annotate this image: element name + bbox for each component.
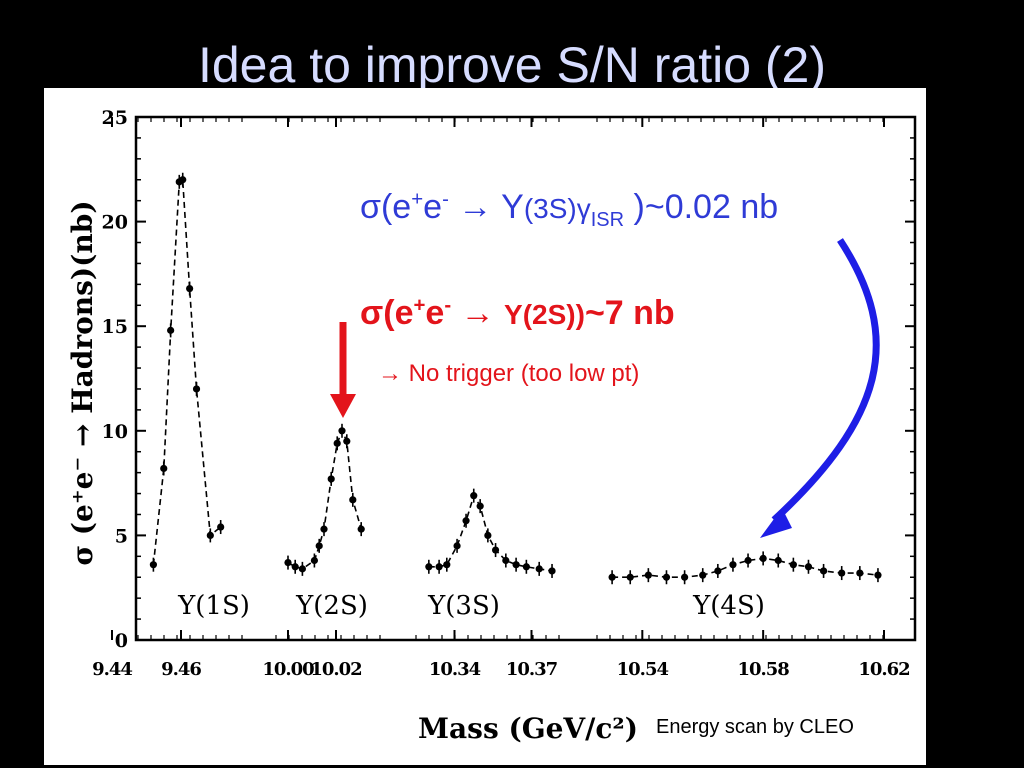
peak-label: Υ(2S) [295,591,368,621]
data-point [298,565,306,573]
y-tick-label: 20 [102,212,128,234]
peak-labels: Υ(1S) Υ(2S) Υ(3S) Υ(4S) [177,591,765,621]
x-tick-label: 10.00 [262,659,314,680]
data-point [284,558,292,567]
isr-cross-section-note: σ(e+e- → Y(3S)γISR )~0.02 nb [360,188,779,231]
x-axis-label: Mass (GeV/c²) [418,712,638,745]
red-arrow-head [330,394,356,418]
data-point [343,437,351,445]
data-point [512,561,520,569]
peak-label: Υ(4S) [692,591,765,621]
data-point [838,569,846,577]
y-axis-label: σ (e⁺e⁻ → Hadrons)(nb) [66,200,99,565]
data-points [149,172,882,585]
data-point [789,561,797,569]
data-point [186,284,194,293]
data-point [443,561,451,569]
data-point [626,573,634,581]
data-point [320,525,328,533]
resonance-curve-4 [612,557,879,579]
blue-arrow-shaft [771,238,880,523]
y-tick-label: 25 [102,107,128,129]
y-tick-label: 0 [115,630,128,652]
plot-border [134,115,917,642]
y2s-cross-section-note: σ(e+e- → Y(2S))~7 nb [360,294,675,332]
peak-label: Υ(1S) [177,591,250,621]
axis-labels: Mass (GeV/c²) σ (e⁺e⁻ → Hadrons)(nb) [66,200,638,745]
data-point [291,563,299,571]
data-point [729,561,737,569]
data-point [149,561,157,569]
data-point [217,523,225,531]
data-point [644,571,652,579]
peak-label: Υ(3S) [427,591,500,621]
data-point [349,496,357,504]
data-point [874,571,882,579]
data-point [160,464,168,473]
data-point [192,385,201,393]
data-point [774,556,782,565]
x-tick-label: 10.54 [617,659,669,680]
data-point [357,525,365,533]
data-point [462,517,470,525]
figure-panel: 0 5 10 15 20 25 9.44 9.46 10.00 10.02 10.34 10.37 1… [44,88,926,765]
slide-title: Idea to improve S/N ratio (2) [197,37,827,93]
data-point [179,176,187,184]
data-point [535,565,543,573]
plot-frame [134,115,917,642]
data-point [744,556,752,565]
data-point [681,573,689,581]
data-point [453,542,461,550]
data-point [522,563,530,571]
resonance-curve-1 [152,178,222,565]
data-point [327,475,335,483]
data-point [548,567,556,575]
data-point [608,573,616,581]
x-tick-label: 9.44 [92,659,132,680]
data-point [491,546,500,554]
data-point [338,427,346,435]
data-point [206,531,214,539]
data-point [662,573,671,581]
data-point [484,531,492,539]
data-point [804,563,813,571]
annotation-arrows [330,238,880,538]
data-point [699,571,707,579]
blue-arrow-head [760,508,792,538]
data-point [759,554,767,563]
data-point [333,439,341,447]
x-tick-label: 9.46 [161,659,201,680]
trigger-note: → No trigger (too low pt) [378,360,640,387]
data-point [856,569,864,577]
data-point [310,556,318,565]
x-tick-label: 10.62 [858,659,909,680]
data-point [502,556,510,565]
x-tick-label: 10.58 [737,659,789,680]
figure-credit: Energy scan by CLEO [656,716,854,738]
data-point [819,567,828,575]
x-tick-label: 10.34 [429,659,481,680]
x-tick-label: 10.02 [310,659,361,680]
y-tick-label: 5 [115,525,128,547]
y-tick-label: 15 [102,316,128,338]
x-tick-label: 10.37 [506,659,558,680]
data-point [167,326,175,334]
data-point [476,502,484,510]
data-point [315,542,323,550]
data-point [425,563,433,571]
data-point [714,567,722,575]
y-tick-label: 10 [102,421,128,443]
data-point [470,492,478,500]
data-point [435,563,443,571]
